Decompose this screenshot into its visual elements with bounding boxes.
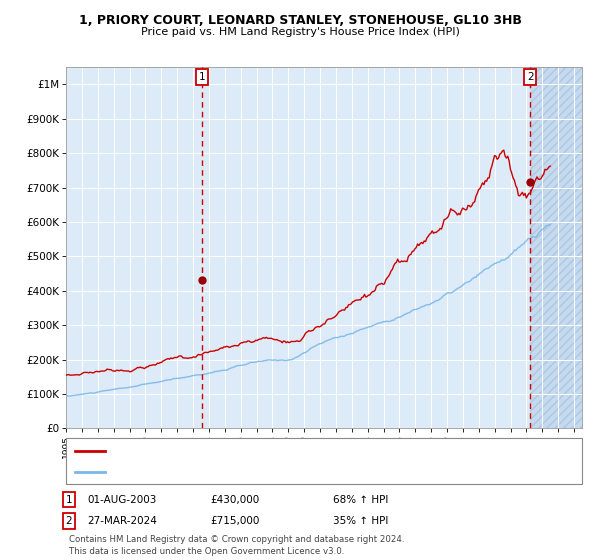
Text: 35% ↑ HPI: 35% ↑ HPI — [333, 516, 388, 526]
Text: 2: 2 — [65, 516, 73, 526]
Text: £715,000: £715,000 — [210, 516, 259, 526]
Text: 27-MAR-2024: 27-MAR-2024 — [87, 516, 157, 526]
Text: Contains HM Land Registry data © Crown copyright and database right 2024.: Contains HM Land Registry data © Crown c… — [69, 535, 404, 544]
Text: This data is licensed under the Open Government Licence v3.0.: This data is licensed under the Open Gov… — [69, 547, 344, 556]
Text: 1, PRIORY COURT, LEONARD STANLEY, STONEHOUSE, GL10 3HB (detached house): 1, PRIORY COURT, LEONARD STANLEY, STONEH… — [109, 446, 518, 456]
Text: HPI: Average price, detached house, Stroud: HPI: Average price, detached house, Stro… — [109, 466, 326, 477]
Text: £430,000: £430,000 — [210, 494, 259, 505]
Text: 1, PRIORY COURT, LEONARD STANLEY, STONEHOUSE, GL10 3HB: 1, PRIORY COURT, LEONARD STANLEY, STONEH… — [79, 14, 521, 27]
Text: 1: 1 — [65, 494, 73, 505]
Text: 68% ↑ HPI: 68% ↑ HPI — [333, 494, 388, 505]
Text: 2: 2 — [527, 72, 533, 82]
Text: 01-AUG-2003: 01-AUG-2003 — [87, 494, 157, 505]
Text: Price paid vs. HM Land Registry's House Price Index (HPI): Price paid vs. HM Land Registry's House … — [140, 27, 460, 37]
Text: 1: 1 — [199, 72, 206, 82]
Bar — [530, 67, 582, 428]
